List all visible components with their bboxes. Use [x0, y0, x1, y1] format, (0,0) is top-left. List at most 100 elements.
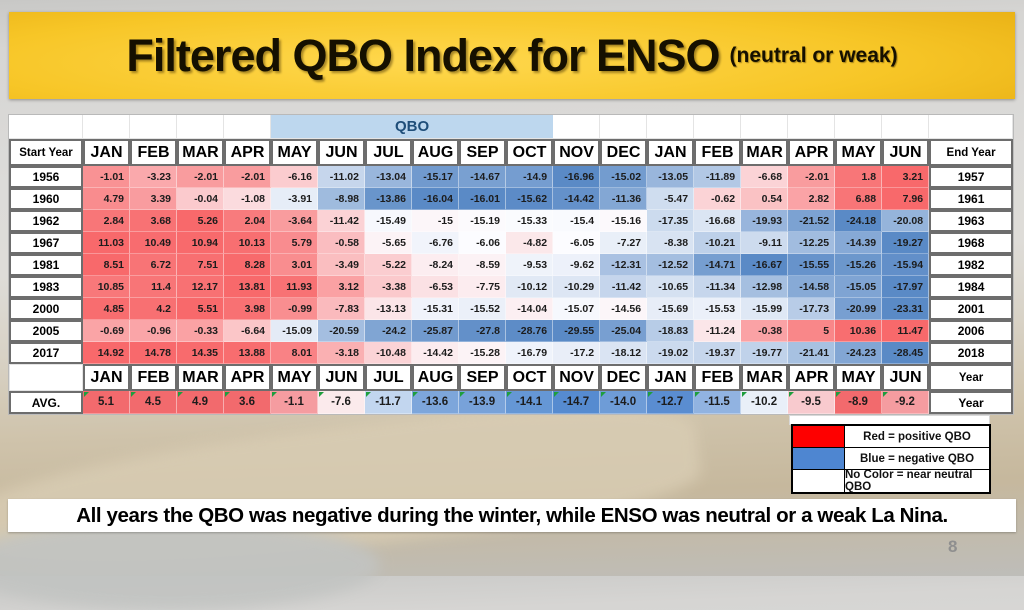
end-year-cell: 1963 [929, 210, 1014, 232]
value-cell: -15.94 [882, 254, 930, 276]
month-header: FEB [130, 364, 177, 391]
value-cell: -15.17 [412, 166, 459, 188]
value-cell: 11.03 [83, 232, 130, 254]
avg-value-cell: -11.7 [365, 391, 412, 414]
value-cell: -16.68 [694, 210, 742, 232]
month-header: DEC [600, 139, 648, 166]
comment-triangle-icon [883, 392, 889, 397]
blank-cell [9, 115, 83, 139]
qbo-band-label: QBO [271, 115, 554, 139]
value-cell: 13.81 [224, 276, 271, 298]
value-cell: 6.72 [130, 254, 177, 276]
value-cell: 4.79 [83, 188, 130, 210]
value-cell: 7.51 [177, 254, 224, 276]
value-cell: -24.23 [835, 342, 883, 364]
avg-value-cell: -13.6 [412, 391, 459, 414]
value-cell: -15.26 [835, 254, 883, 276]
end-year-header: End Year [929, 139, 1014, 166]
month-header: AUG [412, 364, 459, 391]
avg-value-cell: -11.5 [694, 391, 742, 414]
value-cell: -10.29 [553, 276, 601, 298]
value-cell: -3.64 [271, 210, 318, 232]
month-header: MAR [177, 139, 224, 166]
value-cell: -16.67 [741, 254, 789, 276]
footer-year-header: Year [929, 364, 1014, 391]
value-cell: -14.56 [600, 298, 648, 320]
month-header: JAN [83, 364, 130, 391]
blank-cell [553, 115, 601, 139]
value-cell: -2.01 [177, 166, 224, 188]
blank-cell [83, 115, 130, 139]
value-cell: 6.88 [835, 188, 883, 210]
value-cell: -9.53 [506, 254, 554, 276]
value-cell: 10.85 [83, 276, 130, 298]
comment-triangle-icon [695, 392, 701, 397]
value-cell: 3.39 [130, 188, 177, 210]
value-cell: 1.8 [835, 166, 883, 188]
month-header: JAN [647, 139, 695, 166]
value-cell: 10.49 [130, 232, 177, 254]
value-cell: -0.99 [271, 298, 318, 320]
value-cell: -29.55 [553, 320, 601, 342]
month-header: MAY [835, 364, 883, 391]
value-cell: -15.99 [741, 298, 789, 320]
value-cell: -13.86 [365, 188, 412, 210]
value-cell: -12.98 [741, 276, 789, 298]
avg-value: -13.9 [468, 396, 496, 408]
value-cell: -16.96 [553, 166, 601, 188]
value-cell: -2.01 [788, 166, 836, 188]
month-header-row: Start Year JAN FEB MAR APR MAY JUN JUL AUG SEP OCT… [9, 139, 1014, 166]
value-cell: -3.23 [130, 166, 177, 188]
avg-value-cell: 4.5 [130, 391, 177, 414]
value-cell: -0.69 [83, 320, 130, 342]
start-year-cell: 1983 [9, 276, 83, 298]
comment-triangle-icon [554, 392, 560, 397]
blank-cell [741, 115, 789, 139]
month-header: MAR [741, 364, 789, 391]
month-header: AUG [412, 139, 459, 166]
value-cell: -20.59 [318, 320, 365, 342]
caption-bar: All years the QBO was negative during th… [8, 499, 1016, 532]
avg-value-cell: -14.1 [506, 391, 554, 414]
legend-row-positive: Red = positive QBO [793, 426, 989, 448]
value-cell: -6.76 [412, 232, 459, 254]
value-cell: 5.51 [177, 298, 224, 320]
legend-row-neutral: No Color = near neutral QBO [793, 469, 989, 493]
value-cell: -24.18 [835, 210, 883, 232]
month-header: NOV [553, 139, 601, 166]
value-cell: -5.47 [647, 188, 695, 210]
value-cell: -19.77 [741, 342, 789, 364]
month-header: MAR [741, 139, 789, 166]
value-cell: -14.9 [506, 166, 554, 188]
value-cell: 14.92 [83, 342, 130, 364]
value-cell: -10.48 [365, 342, 412, 364]
start-year-cell: 1962 [9, 210, 83, 232]
value-cell: -15.19 [459, 210, 506, 232]
month-header: NOV [553, 364, 601, 391]
month-header: JUN [882, 139, 930, 166]
avg-value-cell: -14.7 [553, 391, 601, 414]
value-cell: -19.37 [694, 342, 742, 364]
value-cell: -14.39 [835, 232, 883, 254]
value-cell: -8.98 [318, 188, 365, 210]
value-cell: -19.93 [741, 210, 789, 232]
avg-year-header: Year [929, 391, 1014, 414]
value-cell: 3.98 [224, 298, 271, 320]
start-year-cell: 1956 [9, 166, 83, 188]
avg-value: -8.9 [848, 396, 868, 408]
table-row: 1983 10.85 11.4 12.17 13.81 11.93 3.12 -3.38 -6.… [9, 276, 1014, 298]
value-cell: -15.09 [271, 320, 318, 342]
comment-triangle-icon [836, 392, 842, 397]
value-cell: -13.04 [365, 166, 412, 188]
table-row: 1962 2.84 3.68 5.26 2.04 -3.64 -11.42 -15.49 -15… [9, 210, 1014, 232]
month-header: JUL [365, 364, 412, 391]
value-cell: -17.97 [882, 276, 930, 298]
avg-value-cell: 5.1 [83, 391, 130, 414]
avg-value: -10.2 [750, 396, 778, 408]
value-cell: -15.49 [365, 210, 412, 232]
value-cell: -15.28 [459, 342, 506, 364]
footer-month-header-row: JAN FEB MAR APR MAY JUN JUL AUG SEP OCT NOV DEC JAN F… [9, 364, 1014, 391]
value-cell: -15.62 [506, 188, 554, 210]
month-header: JUL [365, 139, 412, 166]
value-cell: -9.11 [741, 232, 789, 254]
